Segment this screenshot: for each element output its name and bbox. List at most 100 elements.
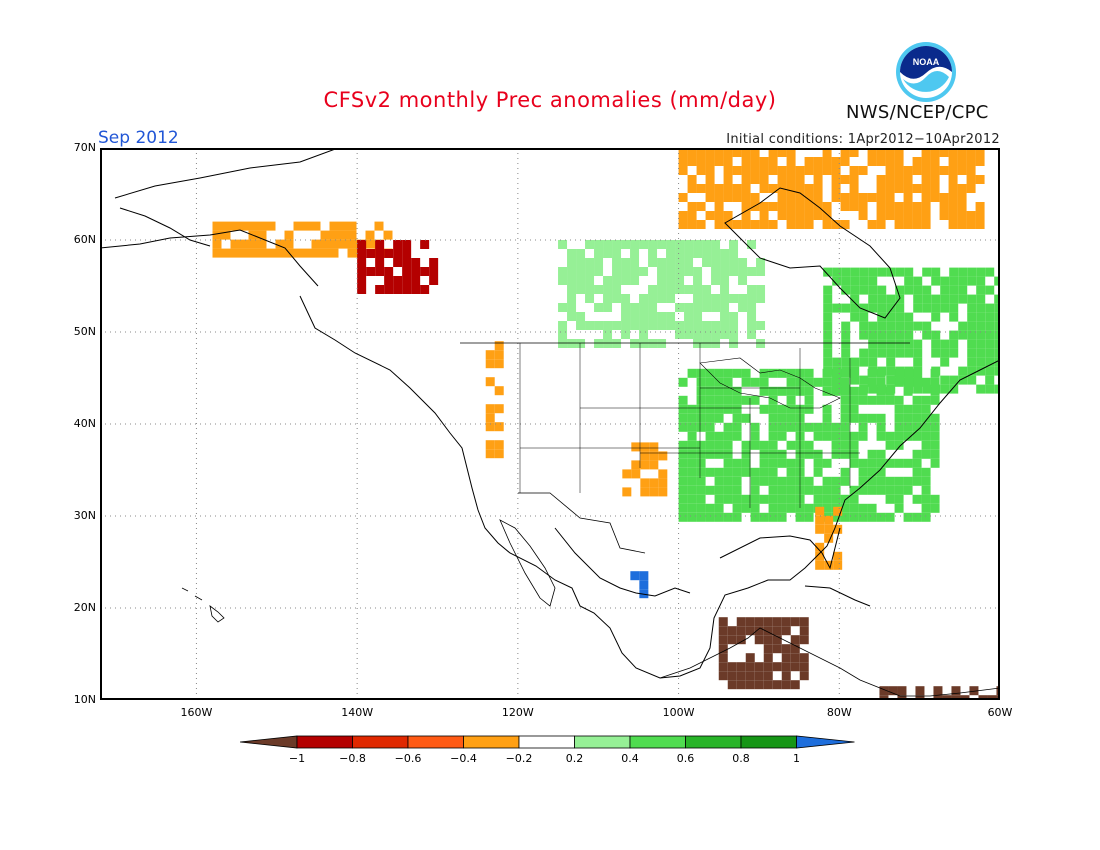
anomaly-cell (850, 358, 859, 367)
anomaly-cell (675, 303, 684, 312)
anomaly-cell (679, 477, 688, 486)
anomaly-cell (429, 258, 438, 267)
anomaly-cell (850, 184, 859, 193)
anomaly-cell (697, 378, 706, 387)
anomaly-cell (868, 322, 877, 331)
anomaly-cell (931, 504, 940, 513)
anomaly-cell (922, 405, 931, 414)
anomaly-cell (868, 220, 877, 229)
anomaly-cell (724, 432, 733, 441)
anomaly-cell (850, 313, 859, 322)
anomaly-cell (558, 321, 567, 330)
anomaly-cell (814, 157, 823, 166)
anomaly-cell (733, 166, 742, 175)
anomaly-cell (612, 285, 621, 294)
anomaly-cell (321, 231, 330, 240)
anomaly-cell (769, 459, 778, 468)
anomaly-cell (649, 442, 658, 451)
anomaly-cell (895, 184, 904, 193)
anomaly-cell (760, 450, 769, 459)
anomaly-cell (621, 330, 630, 339)
colorbar-label: 0.8 (721, 752, 761, 765)
anomaly-cell (833, 561, 842, 570)
map-title-text: CFSv2 monthly Prec anomalies (mm/day) (324, 88, 777, 112)
anomaly-cell (814, 211, 823, 220)
anomaly-cell (922, 304, 931, 313)
anomaly-cell (746, 680, 755, 689)
anomaly-cell (715, 369, 724, 378)
anomaly-cell (755, 635, 764, 644)
anomaly-cell (931, 385, 940, 394)
anomaly-cell (782, 626, 791, 635)
anomaly-cell (724, 450, 733, 459)
anomaly-cell (486, 359, 495, 368)
anomaly-cell (976, 313, 985, 322)
anomaly-cell (702, 321, 711, 330)
anomaly-cell (706, 504, 715, 513)
anomaly-cell (773, 680, 782, 689)
anomaly-cell (756, 294, 765, 303)
anomaly-cell (922, 211, 931, 220)
anomaly-cell (782, 680, 791, 689)
anomaly-cell (719, 617, 728, 626)
anomaly-cell (931, 432, 940, 441)
anomaly-cell (796, 202, 805, 211)
anomaly-cell (913, 277, 922, 286)
anomaly-cell (294, 222, 303, 231)
anomaly-cell (729, 294, 738, 303)
anomaly-cell (841, 367, 850, 376)
anomaly-cell (429, 276, 438, 285)
anomaly-cell (348, 231, 357, 240)
anomaly-cell (375, 285, 384, 294)
anomaly-cell (913, 286, 922, 295)
anomaly-cell (393, 258, 402, 267)
anomaly-cell (711, 321, 720, 330)
anomaly-cell (330, 249, 339, 258)
anomaly-cell (312, 222, 321, 231)
anomaly-cell (657, 258, 666, 267)
anomaly-cell (886, 367, 895, 376)
anomaly-cell (814, 468, 823, 477)
anomaly-cell (706, 441, 715, 450)
anomaly-cell (706, 486, 715, 495)
anomaly-cell (630, 249, 639, 258)
anomaly-cell (747, 294, 756, 303)
anomaly-cell (724, 184, 733, 193)
anomaly-cell (719, 671, 728, 680)
anomaly-cell (886, 304, 895, 313)
anomaly-cell (850, 405, 859, 414)
anomaly-cell (800, 662, 809, 671)
anomaly-cell (622, 487, 631, 496)
anomaly-cell (886, 495, 895, 504)
anomaly-cell (622, 469, 631, 478)
anomaly-cell (558, 240, 567, 249)
anomaly-cell (567, 285, 576, 294)
anomaly-cell (630, 276, 639, 285)
anomaly-cell (688, 459, 697, 468)
anomaly-cell (949, 175, 958, 184)
anomaly-cell (922, 295, 931, 304)
anomaly-cell (576, 285, 585, 294)
anomaly-cell (612, 249, 621, 258)
anomaly-cell (904, 193, 913, 202)
anomaly-cell (886, 459, 895, 468)
anomaly-cell (769, 157, 778, 166)
colorbar-segment (464, 736, 520, 748)
anomaly-cell (742, 468, 751, 477)
noaa-logo-text: NOAA (913, 57, 940, 67)
anomaly-cell (357, 249, 366, 258)
anomaly-cell (886, 396, 895, 405)
anomaly-cell (706, 175, 715, 184)
anomaly-cell (895, 477, 904, 486)
longitude-label: 80W (814, 706, 864, 719)
anomaly-cell (567, 312, 576, 321)
anomaly-cell (877, 432, 886, 441)
anomaly-cell (796, 211, 805, 220)
anomaly-cell (773, 662, 782, 671)
anomaly-cell (737, 626, 746, 635)
anomaly-cell (630, 571, 639, 580)
anomaly-map (100, 148, 1000, 700)
anomaly-cell (639, 312, 648, 321)
anomaly-cell (895, 405, 904, 414)
anomaly-cell (706, 157, 715, 166)
